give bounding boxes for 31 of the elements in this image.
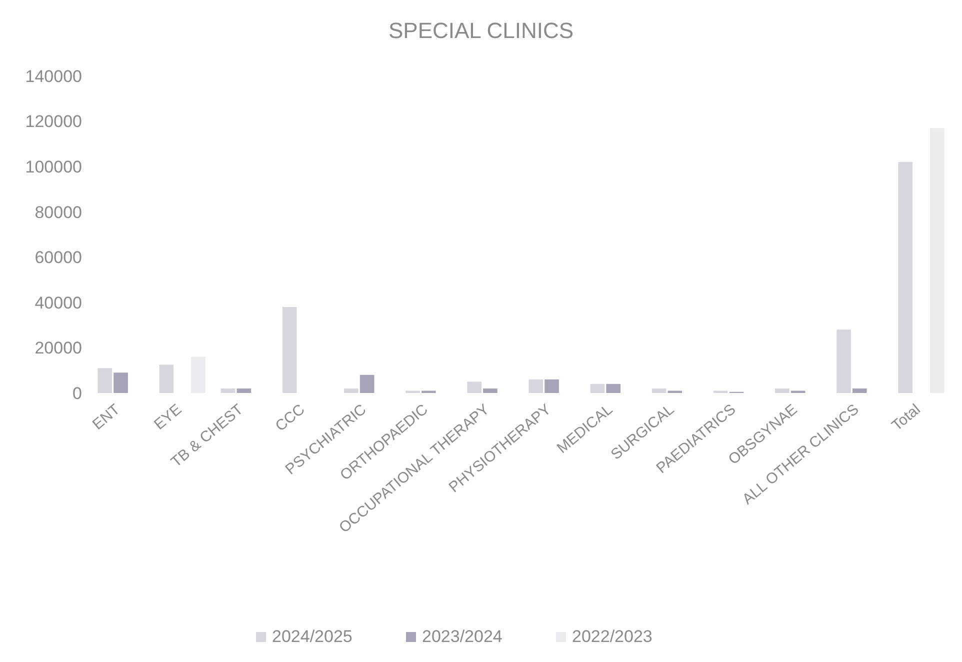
y-tick-label: 120000 — [25, 112, 82, 132]
legend-label: 2023/2024 — [422, 627, 502, 646]
bar — [467, 382, 482, 393]
bar — [236, 388, 252, 393]
bar — [483, 388, 498, 393]
bar — [344, 388, 358, 393]
bar — [898, 162, 912, 393]
bar — [852, 388, 867, 393]
bar — [544, 379, 559, 393]
y-tick-label: 40000 — [34, 293, 82, 312]
bar — [836, 330, 851, 393]
bar — [220, 388, 236, 393]
bar — [528, 379, 544, 393]
y-tick-label: 80000 — [34, 202, 82, 222]
bar — [360, 374, 374, 393]
bar — [98, 368, 112, 393]
bar — [590, 384, 605, 393]
bar — [652, 388, 666, 393]
bar — [114, 372, 128, 393]
bar — [775, 388, 790, 393]
y-tick-label: 100000 — [25, 158, 82, 177]
y-tick-label: 20000 — [34, 338, 82, 358]
bar — [606, 384, 621, 393]
bar — [159, 364, 174, 393]
chart-title: SPECIAL CLINICS — [388, 18, 574, 43]
y-tick-label: 140000 — [25, 66, 82, 86]
legend-label: 2022/2023 — [572, 627, 652, 646]
y-tick-label: 0 — [72, 384, 82, 403]
bar — [282, 306, 297, 393]
legend-label: 2024/2025 — [272, 627, 352, 646]
y-tick-label: 60000 — [34, 248, 82, 268]
